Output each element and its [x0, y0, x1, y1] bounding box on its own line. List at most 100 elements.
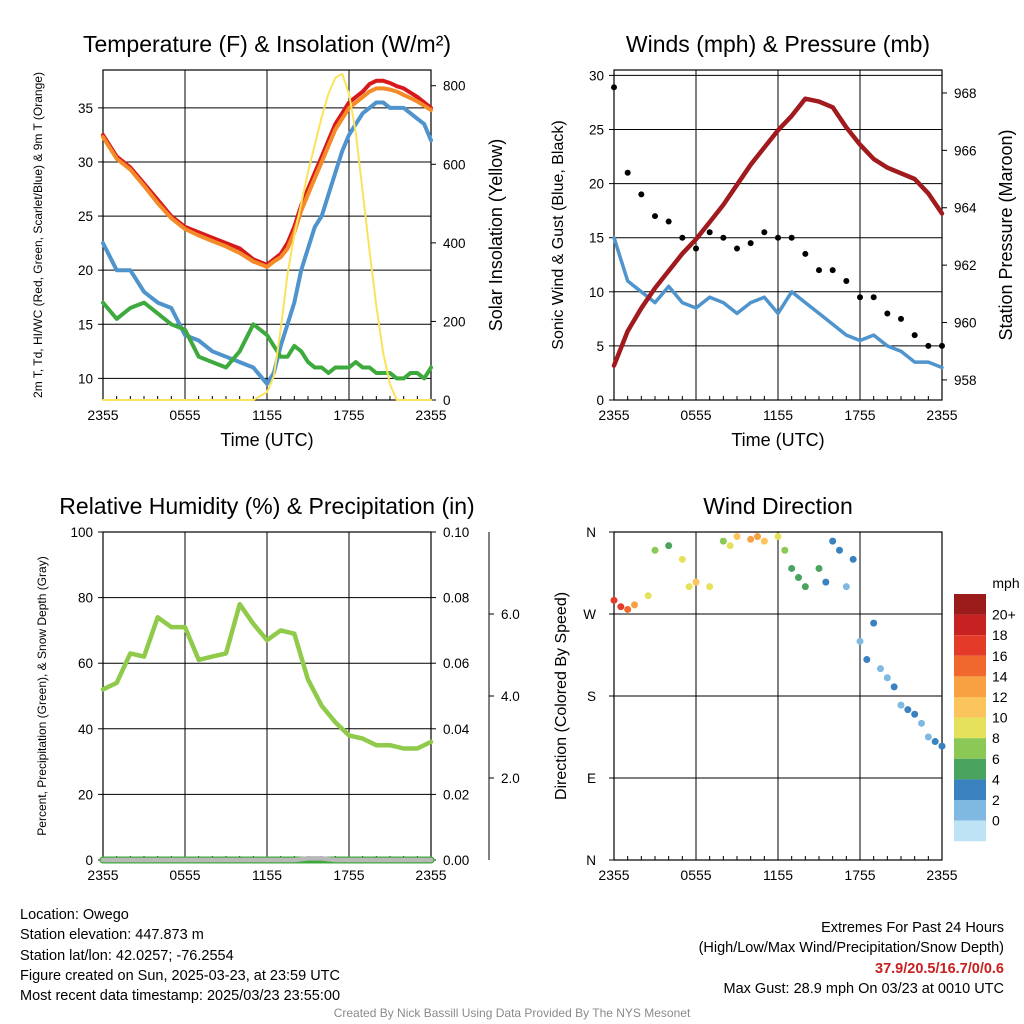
gust-point [898, 315, 904, 322]
y-tick-label: W [583, 607, 596, 622]
direction-point [644, 592, 652, 600]
y2-tick-label: 966 [954, 143, 977, 158]
y-tick-label: 30 [78, 155, 93, 170]
series-wind [612, 235, 944, 370]
gust-point [747, 240, 754, 247]
direction-point [651, 546, 659, 554]
gust-point [829, 267, 836, 274]
y-tick-label: 0 [596, 393, 604, 408]
direction-point [897, 701, 905, 709]
x-tick-label: 1755 [333, 867, 364, 883]
info-elevation: Station elevation: 447.873 m [20, 927, 204, 944]
direction-point [849, 555, 857, 563]
x-axis-label: Time (UTC) [731, 430, 824, 450]
gust-point [802, 250, 809, 257]
legend-label: 10 [992, 710, 1008, 726]
direction-point [795, 574, 802, 582]
direction-point [842, 583, 850, 591]
direction-point [836, 546, 843, 554]
direction-point [678, 555, 686, 563]
direction-point [822, 578, 830, 586]
x-tick-label: 2355 [87, 867, 118, 883]
gust-point [638, 191, 645, 198]
y2-tick-label: 0.08 [443, 591, 469, 606]
legend-swatch [954, 779, 986, 800]
gust-point [843, 277, 850, 284]
x-tick-label: 0555 [680, 867, 711, 883]
direction-point [624, 605, 632, 613]
series-windchill [101, 100, 433, 386]
gust-point [652, 213, 658, 220]
y-axis-label: Sonic Wind & Gust (Blue, Black) [550, 120, 567, 349]
info-location: Location: Owego [20, 907, 129, 923]
direction-point [665, 542, 673, 550]
legend-label: 16 [992, 648, 1008, 664]
legend-label: 14 [992, 668, 1008, 684]
gust-point [775, 234, 781, 241]
direction-point [754, 533, 761, 541]
y2-tick-label: 0.04 [443, 722, 470, 737]
panel-title: Temperature (F) & Insolation (W/m²) [83, 31, 451, 57]
direction-point [801, 583, 809, 591]
extremes-subtitle: (High/Low/Max Wind/Precipitation/Snow De… [698, 940, 1004, 957]
legend-swatch [954, 717, 986, 739]
station-info: Location: Owego Station elevation: 447.8… [20, 905, 340, 1006]
legend-label: 4 [992, 771, 1000, 787]
y-tick-label: 10 [78, 371, 93, 386]
legend-swatch [954, 697, 986, 718]
y2-tick-label: 0.06 [443, 656, 469, 671]
gust-point [857, 294, 863, 301]
y-tick-label: 30 [589, 68, 604, 83]
gust-point [911, 332, 918, 339]
x-tick-label: 1155 [252, 867, 282, 883]
gust-point [734, 245, 740, 252]
extremes-title: Extremes For Past 24 Hours [821, 920, 1004, 936]
x-tick-label: 0555 [169, 867, 200, 883]
y2-tick-label: 0 [443, 393, 451, 408]
direction-point [924, 733, 932, 741]
x-tick-label: 1755 [844, 867, 875, 883]
gust-point [706, 229, 713, 236]
y-tick-label: 20 [589, 177, 604, 192]
extremes-info: Extremes For Past 24 Hours (High/Low/Max… [699, 918, 1004, 999]
panel-title: Relative Humidity (%) & Precipitation (i… [59, 493, 474, 519]
legend-label: 2 [992, 792, 1000, 808]
direction-point [610, 596, 618, 604]
legend-title: mph [992, 575, 1019, 591]
direction-point [890, 683, 898, 691]
direction-point [938, 742, 946, 750]
x-tick-label: 1155 [252, 407, 282, 423]
y-tick-label: 0 [85, 853, 93, 868]
y-axis-label: 2m T, Td, HI/WC (Red, Green, Scarlet/Blu… [31, 72, 45, 398]
y2-tick-label: 960 [954, 316, 977, 331]
y2-axis-label: Station Pressure (Maroon) [996, 129, 1016, 340]
y3-tick-label: 2.0 [501, 771, 520, 786]
direction-point [781, 546, 789, 554]
direction-point [788, 564, 796, 572]
direction-point [726, 542, 734, 550]
series-temp9m [101, 86, 433, 269]
y-tick-label: 25 [78, 209, 93, 224]
gust-point [720, 234, 727, 241]
plot-frame [102, 69, 432, 401]
y-tick-label: 20 [78, 263, 93, 278]
x-tick-label: 1155 [763, 407, 793, 423]
y-tick-label: N [586, 525, 596, 540]
direction-point [904, 706, 912, 714]
direction-point [911, 710, 919, 718]
gust-point [939, 342, 945, 349]
x-tick-label: 2355 [87, 407, 118, 423]
y-tick-label: 80 [78, 591, 93, 606]
direction-point [706, 583, 714, 591]
direction-point [863, 656, 871, 664]
speed-color-legend: mph 20+ 18 16 14 12 10 8 6 4 2 0 [954, 575, 1020, 842]
y2-tick-label: 958 [954, 373, 977, 388]
panel-title: Wind Direction [703, 493, 853, 519]
gust-point [665, 218, 672, 225]
y2-axis-label: Solar Insolation (Yellow) [486, 139, 506, 331]
y3-tick-label: 4.0 [501, 689, 520, 704]
legend-swatch [954, 800, 986, 821]
temperature-panel: 2355 0555 1155 1755 2355 Temperature (F) & In… [31, 31, 506, 450]
y-tick-label: 25 [589, 123, 604, 138]
